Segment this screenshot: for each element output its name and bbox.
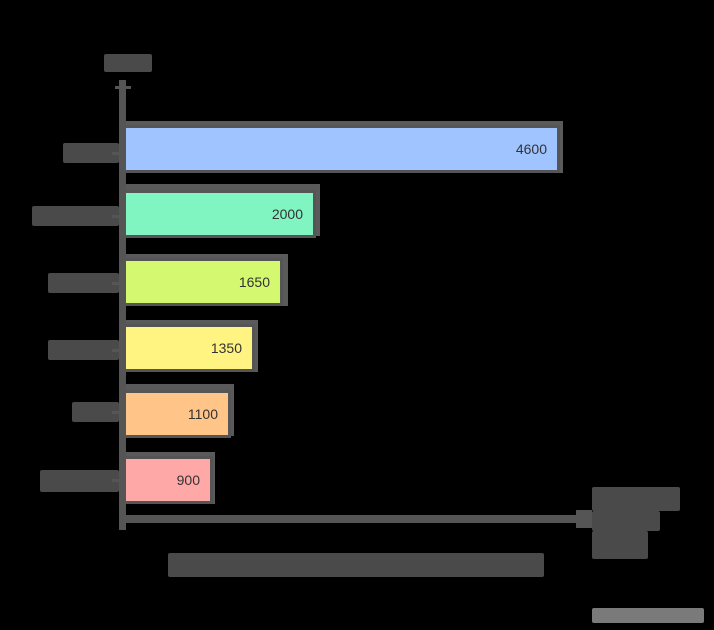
y-tick [112, 411, 122, 414]
x-axis-end-label: [redacted] [592, 487, 680, 511]
bar-5: 1100 [126, 390, 231, 438]
y-tick [112, 349, 122, 352]
y-tick [112, 479, 122, 482]
category-label: [redacted-3] [48, 273, 119, 293]
x-axis-title: [redacted] [168, 553, 544, 577]
bar-value: 1650 [238, 274, 270, 290]
y-axis-top-tick [115, 86, 131, 89]
x-axis-end-label-2 [592, 511, 660, 531]
category-label: [redacted-1] [63, 143, 119, 163]
bar-value: 1350 [210, 340, 242, 356]
x-axis-end-label-3 [592, 531, 648, 559]
bar-value: 4600 [515, 141, 547, 157]
x-axis-line [119, 515, 589, 523]
category-label: [redacted-5] [72, 402, 119, 422]
bar-2: 2000 [126, 190, 316, 238]
category-label: [redacted-6] [40, 470, 119, 492]
bar-6: 900 [126, 456, 213, 504]
y-axis-line [119, 80, 126, 530]
bar-value: 2000 [271, 206, 303, 222]
bar-value: 900 [176, 472, 200, 488]
y-axis-title: [redacted] [104, 54, 152, 72]
category-label: [redacted-2] [32, 206, 119, 226]
bar-1: 4600 [126, 125, 560, 173]
watermark: [redacted] [592, 608, 704, 623]
x-axis-arrow-stub [576, 510, 592, 528]
y-tick [112, 282, 122, 285]
y-tick [112, 215, 122, 218]
y-tick [112, 152, 122, 155]
category-label: [redacted-4] [48, 340, 119, 360]
bar-3: 1650 [126, 258, 283, 306]
bar-4: 1350 [126, 324, 255, 372]
bar-value: 1100 [187, 406, 218, 422]
